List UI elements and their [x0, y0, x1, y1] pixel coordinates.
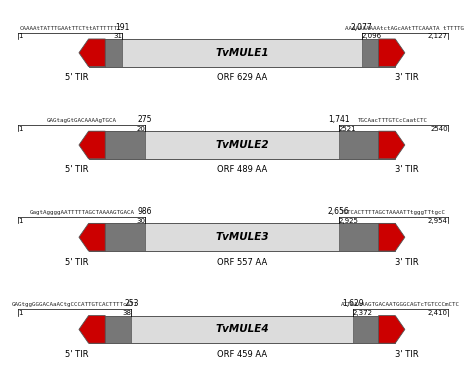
Text: 2,954: 2,954 [428, 218, 448, 224]
Bar [105, 131, 145, 159]
Text: ORF 489 AA: ORF 489 AA [217, 165, 267, 174]
Bar [339, 131, 379, 159]
Bar [105, 223, 145, 251]
Bar [105, 39, 122, 67]
Bar [339, 223, 379, 251]
Text: 2,077: 2,077 [351, 23, 373, 32]
Text: 986: 986 [138, 207, 152, 216]
Text: 5' TIR: 5' TIR [65, 350, 89, 359]
Text: 2,410: 2,410 [428, 310, 448, 316]
Text: 38: 38 [122, 310, 131, 316]
Text: 5' TIR: 5' TIR [65, 165, 89, 174]
Text: TGCAacTTTGTCcCaatCTC: TGCAacTTTGTCcCaatCTC [358, 118, 428, 123]
Text: 1: 1 [18, 126, 23, 132]
Text: 2,096: 2,096 [362, 34, 382, 40]
Text: 275: 275 [138, 115, 152, 124]
Polygon shape [79, 316, 105, 343]
Text: GAGtggGGGACAaACtgCCCATTGTCACTTTTcATT: GAGtggGGGACAaACtgCCCATTGTCACTTTTcATT [12, 302, 138, 307]
Text: ATTAAAAAGTGACAATGGGCAGTcTGTCCCmCTC: ATTAAAAAGTGACAATGGGCAGTcTGTCCCmCTC [341, 302, 460, 307]
Text: TGTCACTTTTAGCTAAAATTtgggTTtgcC: TGTCACTTTTAGCTAAAATTtgggTTtgcC [341, 210, 446, 215]
Text: TvMULE1: TvMULE1 [215, 48, 269, 58]
Polygon shape [79, 39, 105, 67]
Polygon shape [379, 316, 405, 343]
Bar [89, 131, 395, 159]
Polygon shape [379, 223, 405, 251]
Text: ORF 629 AA: ORF 629 AA [217, 73, 267, 82]
Bar [89, 316, 395, 343]
Bar [89, 39, 395, 67]
Text: GAGtagGtGACAAAAgTGCA: GAGtagGtGACAAAAgTGCA [47, 118, 117, 123]
Text: 2,127: 2,127 [428, 34, 448, 40]
Text: 30: 30 [136, 218, 145, 224]
Text: 253: 253 [124, 299, 138, 308]
Text: TvMULE4: TvMULE4 [215, 325, 269, 335]
Text: 1,629: 1,629 [342, 299, 364, 308]
Text: 3' TIR: 3' TIR [395, 350, 419, 359]
Text: GagtAggggAATTTTTAGCTAAAAGTGACA: GagtAggggAATTTTTAGCTAAAAGTGACA [29, 210, 134, 215]
Text: 1: 1 [18, 310, 23, 316]
Text: TvMULE2: TvMULE2 [215, 140, 269, 150]
Text: 2540: 2540 [430, 126, 448, 132]
Text: 2521: 2521 [339, 126, 356, 132]
Polygon shape [379, 131, 405, 159]
Text: 2,656: 2,656 [328, 207, 350, 216]
Text: 1: 1 [18, 34, 23, 40]
Text: 5' TIR: 5' TIR [65, 73, 89, 82]
Text: ORF 459 AA: ORF 459 AA [217, 350, 267, 359]
Text: TvMULE3: TvMULE3 [215, 232, 269, 242]
Text: 1,741: 1,741 [328, 115, 349, 124]
Text: 2,372: 2,372 [353, 310, 373, 316]
Text: 3' TIR: 3' TIR [395, 73, 419, 82]
Text: 31: 31 [113, 34, 122, 40]
Text: 2,925: 2,925 [339, 218, 359, 224]
Bar [105, 316, 131, 343]
Bar [362, 39, 379, 67]
Polygon shape [379, 39, 405, 67]
Bar [89, 223, 395, 251]
Bar [353, 316, 379, 343]
Text: 3' TIR: 3' TIR [395, 257, 419, 266]
Text: 1: 1 [18, 218, 23, 224]
Text: 3' TIR: 3' TIR [395, 165, 419, 174]
Text: AAAAAAAAAAtctAGcAAtTTCAAATA tTTTTG: AAAAAAAAAAtctAGcAAtTTCAAATA tTTTTG [345, 26, 464, 31]
Polygon shape [79, 131, 105, 159]
Text: 191: 191 [115, 23, 129, 32]
Text: 20: 20 [136, 126, 145, 132]
Text: 5' TIR: 5' TIR [65, 257, 89, 266]
Polygon shape [79, 223, 105, 251]
Text: ORF 557 AA: ORF 557 AA [217, 257, 267, 266]
Text: CAAAAtTATTTGAAtTTCTttATTTTTTT: CAAAAtTATTTGAAtTTCTttATTTTTTT [19, 26, 121, 31]
